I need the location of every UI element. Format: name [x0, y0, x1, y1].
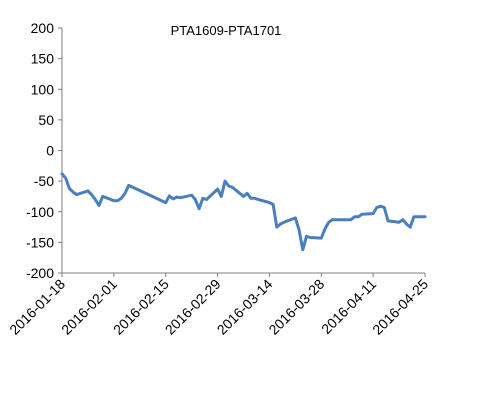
y-tick-label: 200 — [31, 20, 55, 36]
x-ticks: 2016-01-182016-02-012016-02-152016-02-29… — [6, 273, 431, 338]
x-tick-label: 2016-03-28 — [265, 276, 327, 338]
x-tick-label: 2016-04-25 — [369, 276, 431, 338]
chart-title: PTA1609-PTA1701 — [171, 23, 282, 38]
y-tick-label: 50 — [38, 112, 54, 128]
y-tick-label: 150 — [31, 51, 55, 67]
y-tick-label: -100 — [26, 204, 54, 220]
y-ticks: 200 150 100 50 0 -50 -100 -150 -200 — [26, 20, 62, 281]
series-line — [60, 172, 427, 252]
y-tick-label: -50 — [34, 173, 54, 189]
y-tick-label: 0 — [46, 143, 54, 159]
y-tick-label: 100 — [31, 81, 55, 97]
y-tick-label: -150 — [26, 234, 54, 250]
y-tick-label: -200 — [26, 265, 54, 281]
